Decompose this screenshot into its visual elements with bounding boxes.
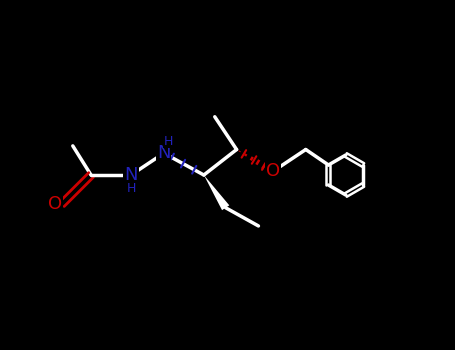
Text: H: H (126, 182, 136, 195)
Text: H: H (164, 135, 173, 148)
Polygon shape (204, 175, 229, 210)
Text: O: O (48, 195, 62, 213)
Text: O: O (266, 162, 280, 180)
Text: N: N (124, 166, 138, 184)
Text: N: N (157, 144, 171, 162)
